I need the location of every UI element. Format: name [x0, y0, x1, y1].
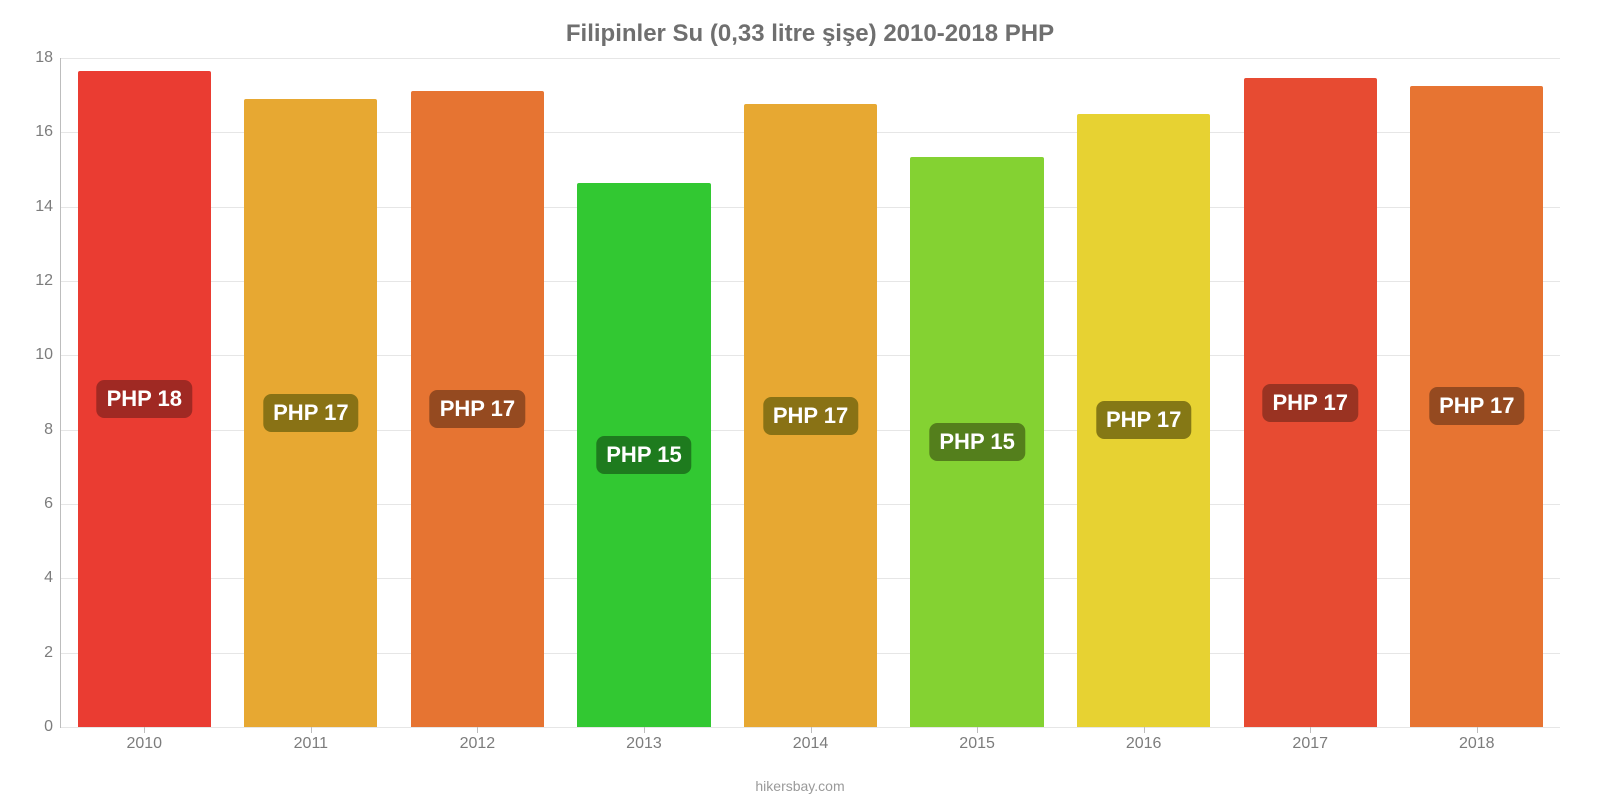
bar-slot: PHP 172014: [727, 58, 894, 727]
bar-value-label: PHP 17: [1263, 384, 1358, 422]
attribution-text: hikersbay.com: [755, 778, 844, 794]
bars-row: PHP 182010PHP 172011PHP 172012PHP 152013…: [61, 58, 1560, 727]
y-tick-label: 16: [35, 123, 61, 141]
bar: PHP 15: [910, 157, 1043, 728]
y-tick-label: 0: [44, 718, 61, 736]
bar-slot: PHP 182010: [61, 58, 228, 727]
y-tick-label: 6: [44, 495, 61, 513]
x-tick-label: 2016: [1126, 727, 1162, 753]
bar-value-label: PHP 17: [763, 397, 858, 435]
x-tick-label: 2011: [294, 727, 328, 753]
bar: PHP 17: [411, 91, 544, 727]
bar-slot: PHP 172012: [394, 58, 561, 727]
x-tick-label: 2015: [959, 727, 995, 753]
y-tick-label: 10: [35, 346, 61, 364]
bar: PHP 17: [744, 104, 877, 727]
bar: PHP 18: [78, 71, 211, 727]
bar-value-label: PHP 17: [1096, 401, 1191, 439]
bar-slot: PHP 152013: [561, 58, 728, 727]
bar-slot: PHP 172016: [1060, 58, 1227, 727]
y-tick-label: 8: [44, 421, 61, 439]
bar-value-label: PHP 17: [263, 394, 358, 432]
x-tick-label: 2012: [460, 727, 496, 753]
bar: PHP 17: [1244, 78, 1377, 727]
bar-value-label: PHP 15: [596, 436, 691, 474]
bar-slot: PHP 172017: [1227, 58, 1394, 727]
bar: PHP 17: [1410, 86, 1543, 727]
plot-area: 024681012141618PHP 182010PHP 172011PHP 1…: [60, 58, 1560, 728]
y-tick-label: 2: [44, 644, 61, 662]
y-tick-label: 18: [35, 49, 61, 67]
chart-container: Filipinler Su (0,33 litre şişe) 2010-201…: [0, 0, 1600, 800]
y-tick-label: 14: [35, 198, 61, 216]
x-tick-label: 2013: [626, 727, 662, 753]
bar-value-label: PHP 18: [97, 380, 192, 418]
x-tick-label: 2010: [126, 727, 162, 753]
y-tick-label: 12: [35, 272, 61, 290]
bar: PHP 15: [577, 183, 710, 727]
bar-slot: PHP 172018: [1394, 58, 1561, 727]
x-tick-label: 2018: [1459, 727, 1495, 753]
bar: PHP 17: [1077, 114, 1210, 727]
x-tick-label: 2017: [1292, 727, 1328, 753]
bar: PHP 17: [244, 99, 377, 727]
x-tick-label: 2014: [793, 727, 829, 753]
y-tick-label: 4: [44, 569, 61, 587]
bar-value-label: PHP 17: [430, 390, 525, 428]
bar-value-label: PHP 15: [929, 423, 1024, 461]
bar-slot: PHP 152015: [894, 58, 1061, 727]
chart-title: Filipinler Su (0,33 litre şişe) 2010-201…: [60, 20, 1560, 48]
bar-slot: PHP 172011: [228, 58, 395, 727]
bar-value-label: PHP 17: [1429, 387, 1524, 425]
